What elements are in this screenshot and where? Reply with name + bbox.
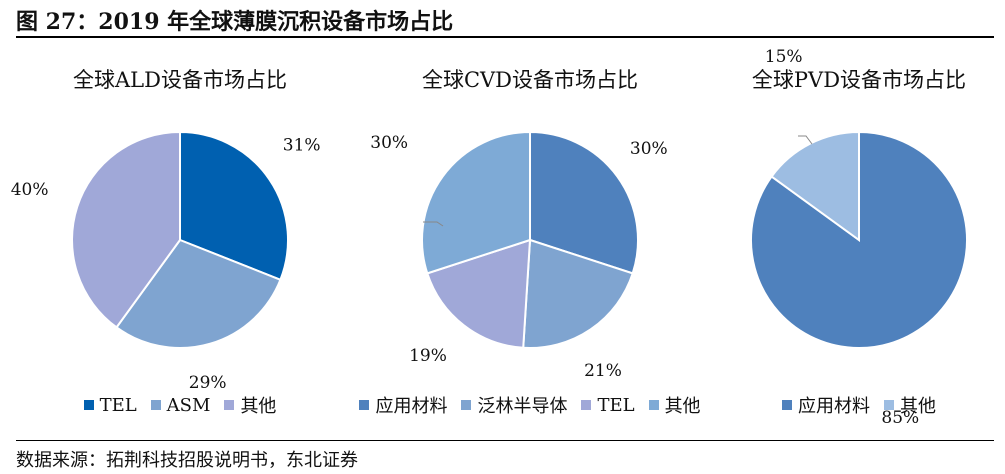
pie-slice — [426, 238, 532, 349]
legend-swatch — [461, 400, 472, 410]
legend-swatch — [581, 400, 592, 410]
legend-label: 应用材料 — [798, 396, 870, 417]
slice-value-label: 19% — [409, 346, 447, 366]
source-note: 数据来源：拓荆科技招股说明书，东北证券 — [16, 450, 358, 471]
slice-value-label: 85% — [881, 408, 919, 428]
pie-slice — [71, 130, 181, 329]
chart-title: 全球ALD设备市场占比 — [73, 68, 287, 92]
legend-swatch — [648, 400, 659, 410]
legend-label: 泛林半导体 — [477, 396, 568, 417]
legend-item: TEL — [83, 392, 137, 418]
top-rule — [16, 36, 994, 38]
pie-slice — [522, 238, 634, 349]
cvd-pie-chart: 全球CVD设备市场占比 30% 21% 19% 30% 应用材料 泛林半导体 TEL 其他 — [359, 50, 701, 430]
legend-label: 应用材料 — [375, 396, 448, 417]
slice-value-label: 31% — [283, 136, 321, 156]
legend-swatch — [83, 400, 94, 410]
pie-svg: 85% 15% — [750, 47, 968, 428]
slice-value-label: 40% — [11, 180, 49, 200]
chart-title: 全球CVD设备市场占比 — [421, 68, 639, 92]
slice-value-label: 15% — [765, 47, 803, 67]
legend-item: 其他 — [648, 392, 701, 418]
pie-slice — [770, 130, 860, 242]
legend-item: ASM — [150, 392, 211, 418]
legend-label: 其他 — [664, 396, 701, 417]
pie-slice — [115, 238, 282, 349]
legend-item: 泛林半导体 — [461, 392, 567, 418]
legend-item: 应用材料 — [359, 392, 447, 418]
legend-label: ASM — [166, 394, 211, 416]
pie-svg: 30% 21% 19% 30% — [370, 130, 668, 381]
pie-svg: 31% 29% 40% — [11, 130, 321, 393]
pie-slice — [179, 130, 289, 282]
leader-line — [423, 221, 444, 227]
legend-item: 其他 — [884, 392, 936, 418]
legend: 应用材料 泛林半导体 TEL 其他 — [359, 392, 701, 418]
pvd-pie-chart: 全球PVD设备市场占比 85% 15% 应用材料 其他 — [694, 47, 1005, 430]
legend: TEL ASM 其他 — [15, 392, 345, 418]
leader-line — [798, 135, 813, 145]
legend-swatch — [359, 400, 370, 410]
legend-item: 应用材料 — [782, 392, 870, 418]
figure-title: 图 27：2019 年全球薄膜沉积设备市场占比 — [16, 9, 454, 35]
legend-label: TEL — [99, 394, 137, 416]
chart-title: 全球PVD设备市场占比 — [751, 68, 967, 92]
slice-value-label: 30% — [370, 133, 408, 153]
pie-slice — [529, 130, 639, 275]
pie-slice — [750, 130, 968, 349]
slice-value-label: 29% — [189, 373, 227, 393]
legend-label: 其他 — [240, 396, 277, 417]
legend-item: 其他 — [224, 392, 276, 418]
legend-label: 其他 — [900, 396, 936, 417]
legend: 应用材料 其他 — [694, 392, 1005, 418]
slice-value-label: 21% — [584, 361, 622, 381]
legend-swatch — [884, 400, 894, 410]
ald-pie-chart: 全球ALD设备市场占比 31% 29% 40% TEL ASM 其他 — [11, 50, 345, 430]
slice-value-label: 30% — [630, 139, 668, 159]
legend-label: TEL — [597, 394, 635, 416]
pie-slice — [421, 130, 531, 275]
bottom-rule — [16, 440, 994, 441]
legend-swatch — [224, 400, 235, 410]
legend-swatch — [782, 400, 792, 410]
legend-item: TEL — [581, 392, 635, 418]
legend-swatch — [150, 400, 161, 410]
